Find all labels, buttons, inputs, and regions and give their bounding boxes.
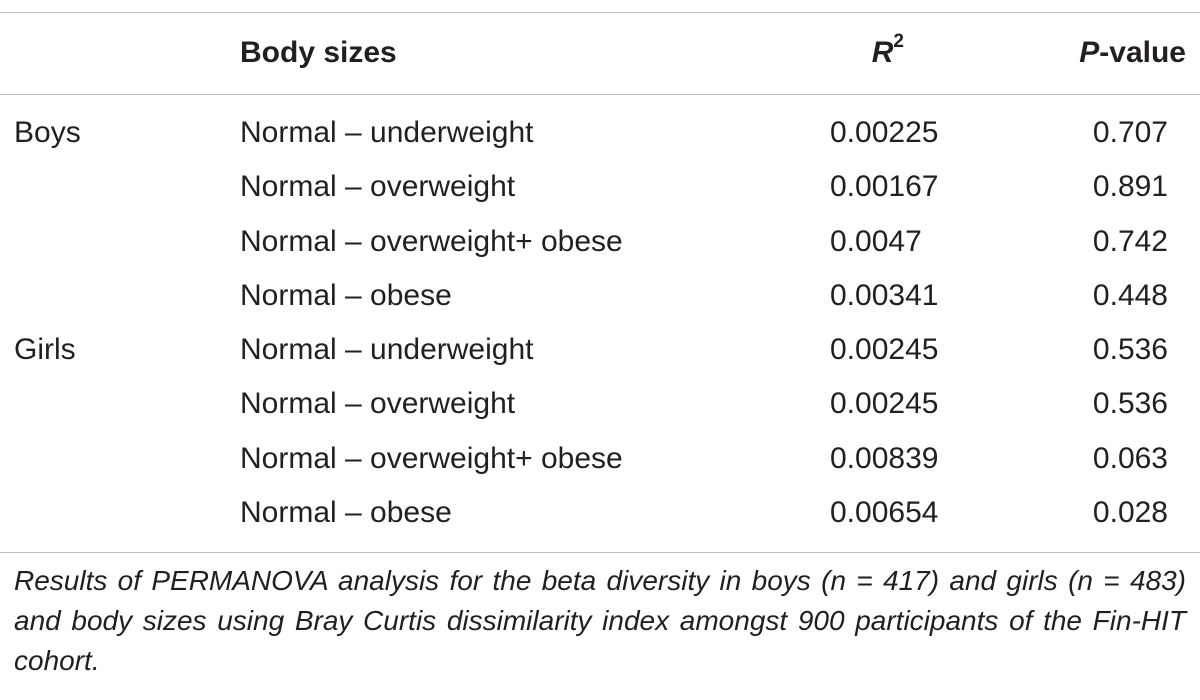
header-p-value: P-value	[1000, 12, 1186, 94]
table-header-rule	[0, 94, 1200, 95]
header-body-sizes: Body sizes	[240, 36, 397, 69]
table-row: Girls Normal – underweight 0.00245 0.536	[0, 323, 1200, 377]
row-comparison: Normal – underweight	[240, 333, 534, 367]
row-r-squared: 0.00245	[830, 333, 939, 367]
header-p-value-suffix: -value	[1099, 36, 1186, 69]
row-r-squared: 0.00654	[830, 496, 939, 530]
table-row: Normal – overweight 0.00245 0.536	[0, 377, 1200, 431]
row-r-squared: 0.00341	[830, 278, 939, 312]
row-r-squared: 0.00839	[830, 441, 939, 475]
row-comparison: Normal – obese	[240, 496, 452, 530]
row-group-label: Girls	[14, 333, 76, 367]
table-header-row: Body sizes R2 P-value	[0, 12, 1200, 94]
row-comparison: Normal – overweight+ obese	[240, 441, 623, 475]
table-caption: Results of PERMANOVA analysis for the be…	[14, 565, 1186, 676]
row-group-label: Boys	[14, 116, 81, 149]
header-r-squared-exponent: 2	[893, 31, 904, 52]
table-row: Normal – obese 0.00654 0.028	[0, 486, 1200, 540]
row-p-value: 0.536	[1092, 333, 1168, 367]
table-body: Boys Normal – underweight 0.00225 0.707 Norm…	[0, 106, 1200, 540]
row-p-value: 0.891	[1092, 170, 1168, 204]
row-p-value: 0.742	[1092, 224, 1168, 258]
table-row: Normal – overweight+ obese 0.0047 0.742	[0, 215, 1200, 269]
table-row: Normal – obese 0.00341 0.448	[0, 269, 1200, 323]
row-comparison: Normal – overweight	[240, 387, 516, 421]
row-p-value: 0.448	[1092, 278, 1168, 312]
row-p-value: 0.707	[1092, 116, 1168, 149]
row-r-squared: 0.00245	[830, 387, 939, 421]
header-r-squared-base: R	[871, 36, 894, 69]
row-p-value: 0.028	[1092, 496, 1168, 530]
table-row: Normal – overweight 0.00167 0.891	[0, 160, 1200, 214]
row-p-value: 0.063	[1092, 441, 1168, 475]
row-comparison: Normal – overweight	[240, 170, 516, 204]
row-comparison: Normal – obese	[240, 278, 452, 312]
table-bottom-rule	[0, 552, 1200, 553]
row-comparison: Normal – underweight	[240, 116, 534, 149]
row-r-squared: 0.00225	[830, 116, 939, 149]
header-p-value-letter: P	[1079, 36, 1100, 69]
table-row: Normal – overweight+ obese 0.00839 0.063	[0, 432, 1200, 486]
table-top-rule	[0, 12, 1200, 13]
row-comparison: Normal – overweight+ obese	[240, 224, 623, 258]
row-r-squared: 0.00167	[830, 170, 939, 204]
table-row: Boys Normal – underweight 0.00225 0.707	[0, 106, 1200, 160]
row-r-squared: 0.0047	[830, 224, 922, 258]
header-r-squared: R2	[830, 12, 904, 94]
row-p-value: 0.536	[1092, 387, 1168, 421]
